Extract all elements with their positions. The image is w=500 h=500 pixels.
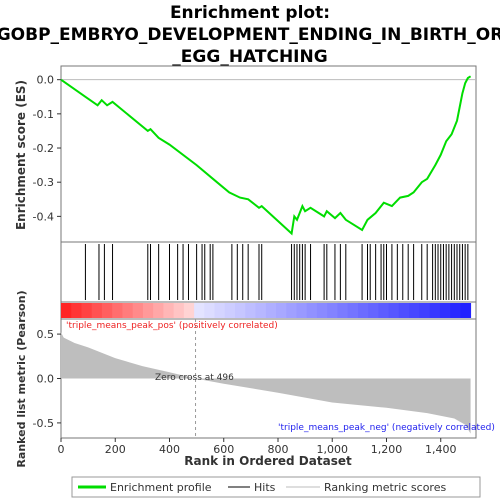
heatmap-cell: [194, 303, 205, 318]
x-tick-label: 0: [58, 443, 65, 456]
heatmap-cell: [398, 303, 410, 318]
legend-label-hits: Hits: [254, 481, 276, 494]
heatmap-cell: [296, 303, 308, 318]
hit-marks: [84, 244, 469, 300]
metric-y-tick-label: 0.0: [37, 373, 55, 386]
title-line-3: _EGG_HATCHING: [172, 47, 327, 67]
heatmap-cell: [245, 303, 257, 318]
metric-y-axis-label: Ranked list metric (Pearson): [15, 290, 28, 467]
es-panel-frame: [60, 65, 477, 243]
heatmap-cell: [388, 303, 400, 318]
heatmap-cell: [183, 303, 195, 318]
x-tick-label: 400: [159, 443, 180, 456]
heatmap-cell: [368, 303, 379, 318]
heatmap-cell: [122, 303, 134, 318]
heatmap-cell: [71, 303, 82, 318]
es-y-tick-label: -0.4: [33, 210, 54, 223]
es-series-line: [60, 75, 472, 236]
legend-label-enrichment: Enrichment profile: [110, 481, 212, 494]
heatmap-cell: [112, 303, 123, 318]
heatmap-cell: [439, 303, 451, 318]
heatmap-cell: [378, 303, 390, 318]
heatmap-cell: [306, 303, 318, 318]
heatmap-cell: [91, 303, 103, 318]
x-tick-label: 1,000: [316, 443, 348, 456]
heatmap-cell: [255, 303, 267, 318]
es-y-tick-label: 0.0: [37, 74, 55, 87]
x-tick-label: 200: [105, 443, 126, 456]
heatmap-cell: [337, 303, 349, 318]
es-y-ticks: 0.0 -0.1 -0.2 -0.3 -0.4: [33, 74, 61, 223]
heatmap-cell: [460, 303, 472, 318]
heatmap-cell: [173, 303, 185, 318]
legend: Enrichment profile Hits Ranking metric s…: [71, 476, 481, 498]
metric-y-tick-label: 0.5: [37, 328, 55, 341]
x-axis-label: Rank in Ordered Dataset: [184, 454, 352, 468]
heatmap-cell: [61, 303, 72, 318]
metric-y-tick-label: -0.5: [33, 417, 54, 430]
heatmap-cell: [429, 303, 441, 318]
heatmap-cell: [450, 303, 461, 318]
heatmap-cell: [347, 303, 359, 318]
x-tick-label: 600: [213, 443, 234, 456]
negative-correlation-label: 'triple_means_peak_neg' (negatively corr…: [278, 423, 495, 433]
enrichment-profile-line: [60, 75, 472, 236]
es-y-axis-label: Enrichment score (ES): [14, 80, 28, 230]
es-y-tick-label: -0.1: [33, 108, 54, 121]
title-line-2: GOBP_EMBRYO_DEVELOPMENT_ENDING_IN_BIRTH_…: [0, 25, 500, 45]
heatmap-cell: [419, 303, 431, 318]
metric-y-ticks: 0.5 0.0 -0.5: [33, 328, 61, 430]
heatmap-cell: [101, 303, 113, 318]
zero-cross-label: Zero cross at 496: [155, 373, 234, 383]
heatmap-cell: [204, 303, 216, 318]
title-line-1: Enrichment plot:: [170, 3, 330, 23]
rank-heatmap: [61, 303, 472, 318]
x-tick-label: 1,200: [371, 443, 403, 456]
heatmap-cell: [214, 303, 226, 318]
heatmap-cell: [235, 303, 246, 318]
heatmap-cell: [357, 303, 369, 318]
heatmap-cell: [163, 303, 175, 318]
x-ticks: 0 200 400 600 800 1,000 1,200 1,400: [58, 438, 457, 456]
x-tick-label: 1,400: [425, 443, 457, 456]
ranking-metric-area: [61, 319, 471, 438]
x-tick-label: 800: [267, 443, 288, 456]
heatmap-cell: [153, 303, 164, 318]
heatmap-cell: [409, 303, 420, 318]
positive-correlation-label: 'triple_means_peak_pos' (positively corr…: [66, 321, 278, 331]
legend-label-metric: Ranking metric scores: [324, 481, 446, 494]
heatmap-cell: [142, 303, 154, 318]
metric-area: [61, 332, 471, 434]
heatmap-cell: [327, 303, 338, 318]
es-y-tick-label: -0.3: [33, 176, 54, 189]
heatmap-cell: [81, 303, 93, 318]
heatmap-cell: [265, 303, 277, 318]
heatmap-cell: [276, 303, 287, 318]
es-y-tick-label: -0.2: [33, 142, 54, 155]
legend-box: [71, 476, 481, 498]
heatmap-cell: [132, 303, 144, 318]
heatmap-cell: [316, 303, 328, 318]
heatmap-cell: [224, 303, 236, 318]
heatmap-cell: [286, 303, 298, 318]
